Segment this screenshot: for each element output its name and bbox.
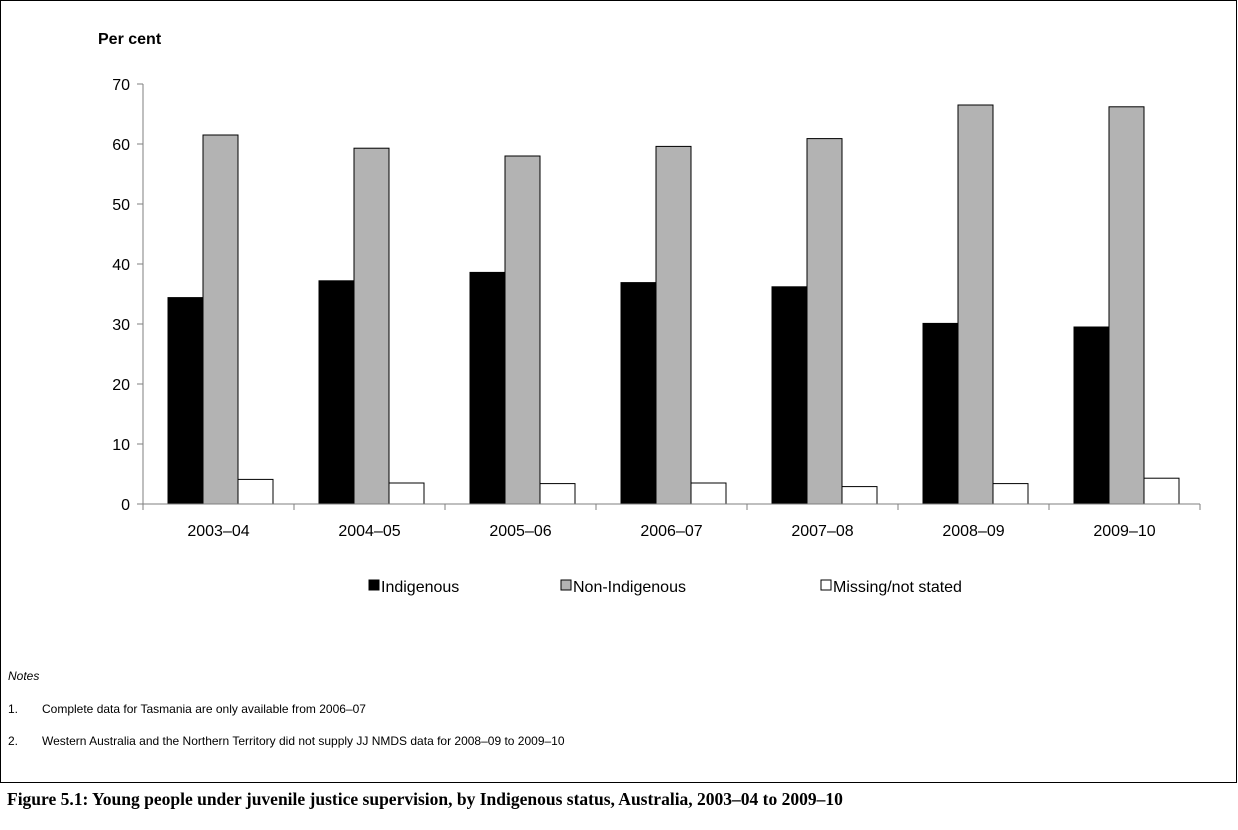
bar-non-indigenous [655, 145, 692, 505]
bar-indigenous [771, 286, 808, 505]
y-tick-label: 10 [112, 437, 130, 454]
note-item: 2. Western Australia and the Northern Ter… [8, 734, 565, 748]
bar-non-indigenous [806, 138, 843, 505]
y-axis-title: Per cent [98, 31, 162, 48]
note-text: Complete data for Tasmania are only avai… [42, 702, 366, 716]
y-tick-label: 40 [112, 257, 130, 274]
notes-title: Notes [8, 669, 40, 683]
bar-indigenous [167, 297, 204, 505]
x-tick-label: 2003–04 [187, 523, 249, 540]
bar-missing-not-stated [992, 483, 1029, 505]
legend-label: Indigenous [381, 579, 459, 596]
y-tick-label: 70 [112, 77, 130, 94]
bar-indigenous [469, 271, 506, 505]
bar-missing-not-stated [237, 478, 274, 505]
y-tick-label: 20 [112, 377, 130, 394]
note-item: 1. Complete data for Tasmania are only av… [8, 702, 366, 716]
bar-indigenous [1073, 326, 1110, 505]
legend-label: Non-Indigenous [573, 579, 686, 596]
note-number: 1. [8, 702, 19, 716]
note-number: 2. [8, 734, 19, 748]
y-tick-label: 60 [112, 137, 130, 154]
x-tick-label: 2007–08 [791, 523, 853, 540]
y-tick-label: 50 [112, 197, 130, 214]
bar-non-indigenous [202, 134, 239, 505]
x-tick-label: 2004–05 [338, 523, 400, 540]
legend-swatch [820, 579, 832, 591]
x-tick-label: 2005–06 [489, 523, 551, 540]
x-tick-label: 2008–09 [942, 523, 1004, 540]
bar-indigenous [318, 280, 355, 505]
legend-label: Missing/not stated [833, 579, 962, 596]
figure-caption: Figure 5.1: Young people under juvenile … [7, 789, 843, 809]
figure-frame: Per cent 0 10 20 30 40 50 60 70 2003–04 2004–05 200… [0, 0, 1237, 783]
bar-missing-not-stated [539, 483, 576, 505]
bar-missing-not-stated [1143, 477, 1180, 505]
note-text: Western Australia and the Northern Terri… [42, 734, 565, 748]
bar-chart: Per cent 0 10 20 30 40 50 60 70 2003–04 2004–05 200… [98, 31, 1201, 596]
bar-indigenous [922, 322, 959, 505]
y-tick-label: 30 [112, 317, 130, 334]
legend-swatch [368, 579, 380, 591]
bar-missing-not-stated [388, 482, 425, 505]
bar-non-indigenous [353, 147, 390, 505]
bar-missing-not-stated [841, 486, 878, 505]
bar-non-indigenous [957, 104, 994, 505]
x-tick-label: 2006–07 [640, 523, 702, 540]
bar-missing-not-stated [690, 482, 727, 505]
bar-indigenous [620, 282, 657, 505]
bar-non-indigenous [504, 155, 541, 505]
x-tick-label: 2009–10 [1093, 523, 1155, 540]
y-tick-label: 0 [121, 497, 130, 514]
legend-swatch [560, 579, 572, 591]
bar-non-indigenous [1108, 106, 1145, 505]
